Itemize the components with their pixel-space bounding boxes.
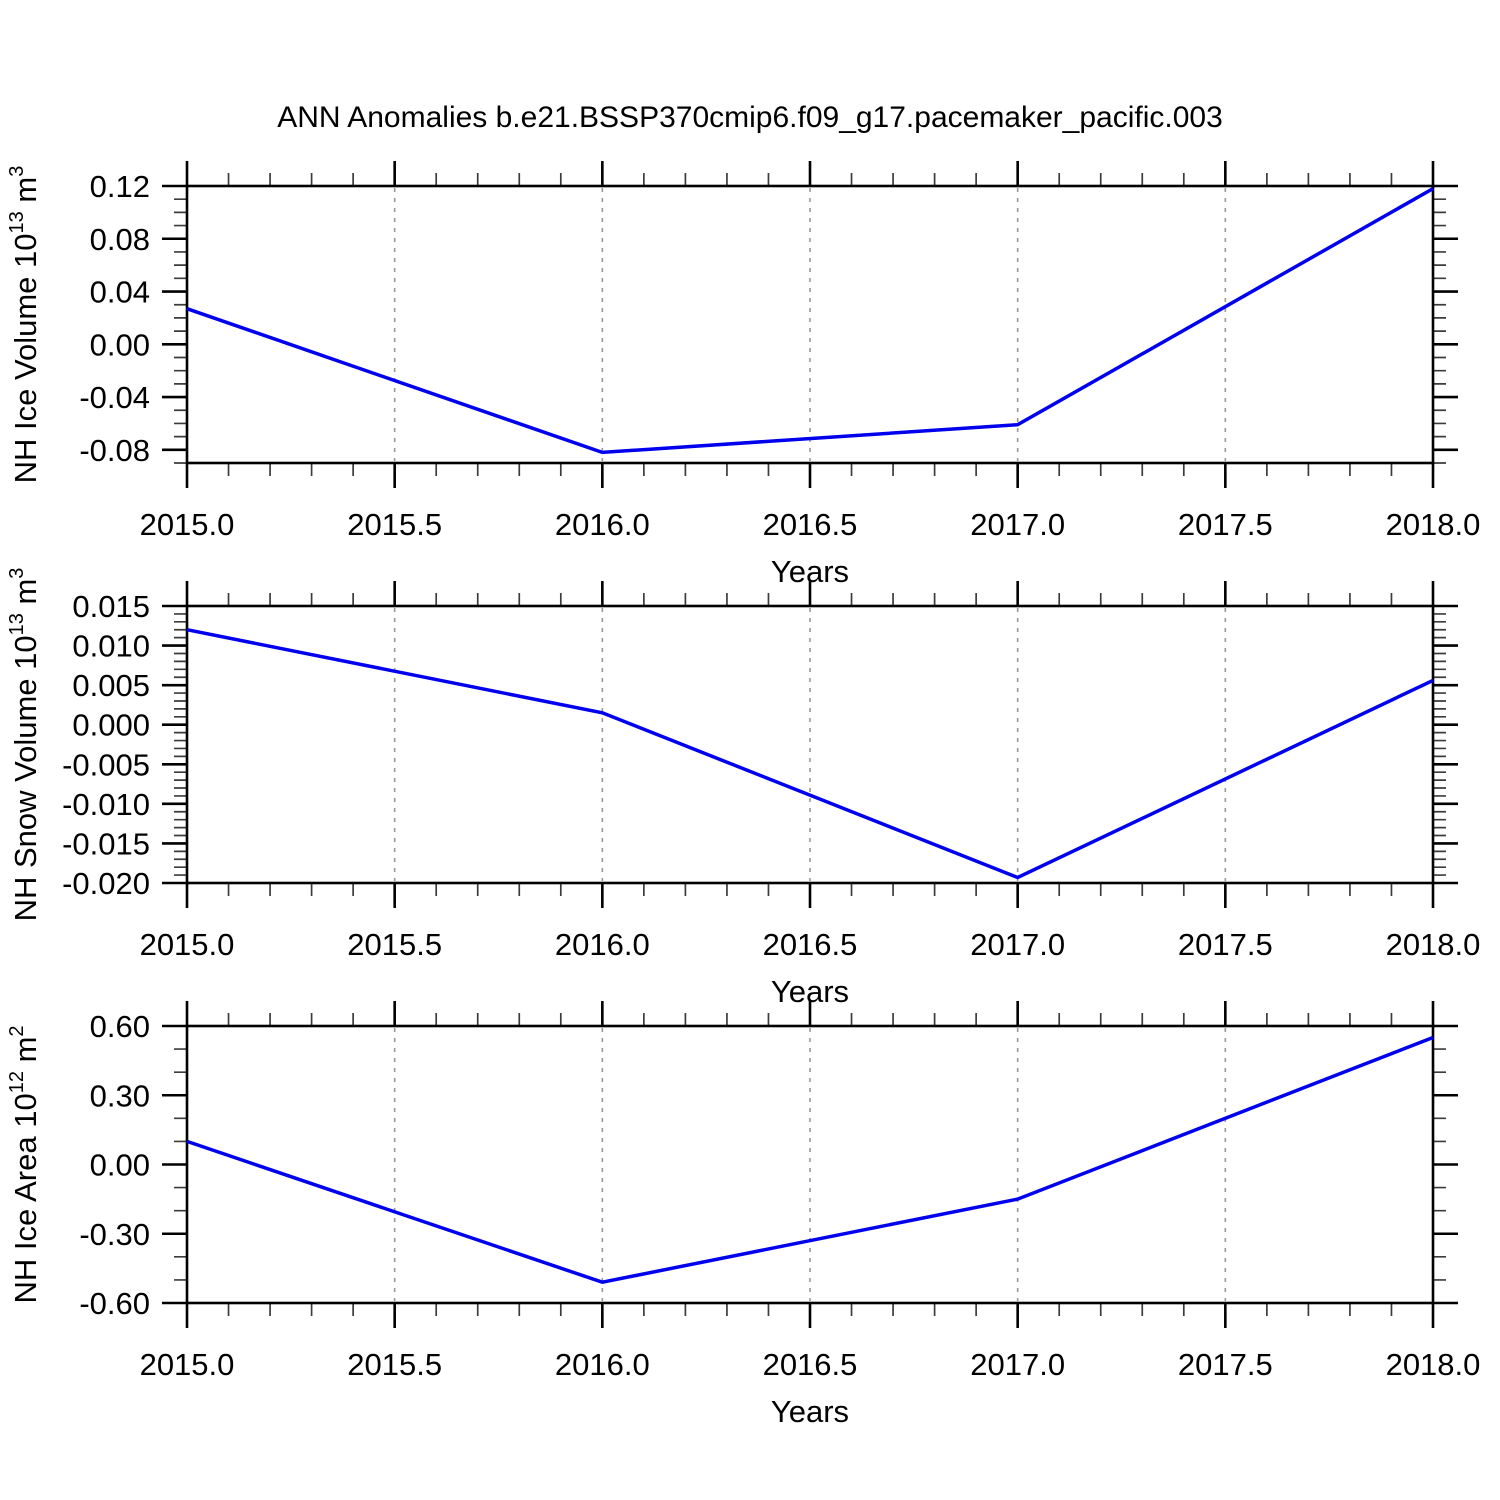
svg-text:2017.5: 2017.5 [1178, 507, 1273, 542]
svg-text:2016.5: 2016.5 [763, 1347, 858, 1382]
gridlines [393, 608, 1227, 881]
y-axis-title: NH Ice Area 1012 m2 [6, 1025, 43, 1303]
svg-text:2018.0: 2018.0 [1386, 927, 1481, 962]
y-tick-labels: 0.015 0.010 0.005 0.000 -0.005 -0.010 -0.015 -0… [62, 589, 150, 901]
svg-text:2018.0: 2018.0 [1386, 1347, 1481, 1382]
svg-text:0.60: 0.60 [90, 1009, 150, 1044]
y-axis-title: NH Ice Volume 1013 m3 [6, 166, 43, 484]
svg-text:0.00: 0.00 [90, 1148, 150, 1183]
svg-text:0.005: 0.005 [72, 668, 150, 703]
gridlines [393, 1028, 1227, 1301]
svg-text:2017.0: 2017.0 [970, 927, 1065, 962]
minor-ticks [174, 1013, 1446, 1316]
svg-text:-0.015: -0.015 [62, 826, 150, 861]
svg-text:2017.5: 2017.5 [1178, 927, 1273, 962]
data-line-nh-ice-area [186, 1035, 1434, 1285]
y-axis-title: NH Snow Volume 1013 m3 [6, 568, 43, 922]
svg-text:-0.08: -0.08 [79, 433, 150, 468]
svg-text:-0.30: -0.30 [79, 1217, 150, 1252]
svg-text:-0.010: -0.010 [62, 787, 150, 822]
svg-text:0.010: 0.010 [72, 629, 150, 664]
x-axis-title: Years [771, 1394, 849, 1429]
svg-text:0.015: 0.015 [72, 589, 150, 624]
x-tick-labels: 2015.0 2015.5 2016.0 2016.5 2017.0 2017.5 2018… [140, 927, 1481, 962]
major-ticks [162, 1001, 1458, 1328]
svg-text:0.000: 0.000 [72, 708, 150, 743]
y-tick-labels: 0.12 0.08 0.04 0.00 -0.04 -0.08 [79, 169, 150, 468]
svg-text:2018.0: 2018.0 [1386, 507, 1481, 542]
svg-text:2016.5: 2016.5 [763, 927, 858, 962]
major-ticks [162, 161, 1458, 488]
y-tick-labels: 0.60 0.30 0.00 -0.30 -0.60 [79, 1009, 150, 1321]
svg-text:2015.5: 2015.5 [347, 507, 442, 542]
x-tick-labels: 2015.0 2015.5 2016.0 2016.5 2017.0 2017.5 2018… [140, 1347, 1481, 1382]
data-line-nh-snow-volume [186, 627, 1434, 880]
svg-text:2016.5: 2016.5 [763, 507, 858, 542]
svg-text:2015.0: 2015.0 [140, 927, 235, 962]
panel-nh-ice-area: 2015.0 2015.5 2016.0 2016.5 2017.0 2017.5 2018… [6, 1001, 1480, 1429]
plot-frame [185, 1024, 1435, 1305]
svg-text:-0.005: -0.005 [62, 747, 150, 782]
svg-text:2015.0: 2015.0 [140, 507, 235, 542]
data-line-nh-ice-volume [186, 187, 1434, 455]
chart-title: ANN Anomalies b.e21.BSSP370cmip6.f09_g17… [277, 101, 1223, 134]
svg-text:0.12: 0.12 [90, 169, 150, 204]
svg-text:2015.5: 2015.5 [347, 927, 442, 962]
svg-text:2016.0: 2016.0 [555, 507, 650, 542]
svg-text:-0.60: -0.60 [79, 1286, 150, 1321]
svg-text:0.04: 0.04 [90, 275, 150, 310]
svg-text:2015.0: 2015.0 [140, 1347, 235, 1382]
panel-nh-snow-volume: 2015.0 2015.5 2016.0 2016.5 2017.0 2017.5 2018… [6, 568, 1480, 1009]
svg-text:2017.0: 2017.0 [970, 507, 1065, 542]
gridlines [393, 188, 1227, 461]
svg-text:2017.0: 2017.0 [970, 1347, 1065, 1382]
x-tick-labels: 2015.0 2015.5 2016.0 2016.5 2017.0 2017.5 2018… [140, 507, 1481, 542]
plot-frame [185, 604, 1435, 885]
svg-text:-0.04: -0.04 [79, 380, 150, 415]
minor-ticks [174, 173, 1446, 476]
major-ticks [162, 581, 1458, 908]
svg-text:2016.0: 2016.0 [555, 927, 650, 962]
svg-text:-0.020: -0.020 [62, 866, 150, 901]
panel-nh-ice-volume: 2015.0 2015.5 2016.0 2016.5 2017.0 2017.5 2018… [6, 161, 1480, 589]
svg-text:2015.5: 2015.5 [347, 1347, 442, 1382]
svg-text:2017.5: 2017.5 [1178, 1347, 1273, 1382]
svg-text:0.00: 0.00 [90, 327, 150, 362]
plot-frame [185, 184, 1435, 465]
svg-text:0.30: 0.30 [90, 1078, 150, 1113]
svg-text:2016.0: 2016.0 [555, 1347, 650, 1382]
minor-ticks [174, 593, 1446, 896]
svg-text:0.08: 0.08 [90, 222, 150, 257]
